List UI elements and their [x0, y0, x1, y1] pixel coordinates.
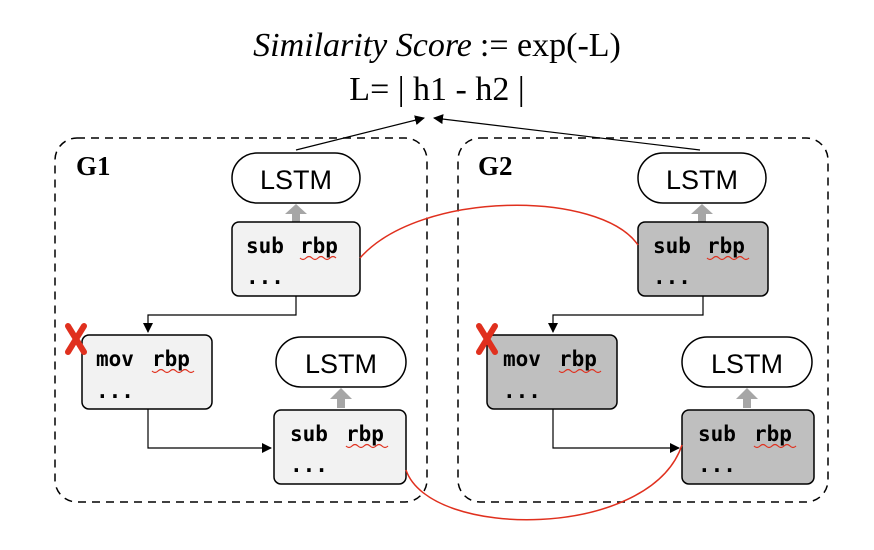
g2-block-top-arg: rbp [707, 234, 745, 258]
g2-block-right-arg: rbp [754, 422, 792, 446]
g1-block-left-op: mov [96, 347, 134, 371]
g1-lstm-bottom [275, 336, 407, 388]
g2-block-left-arg: rbp [559, 347, 597, 371]
g2-lstm-bottom [681, 336, 813, 388]
g2-block-top-squiggle [706, 255, 750, 261]
g1-block-right-op: sub [290, 422, 328, 446]
match-line-bottom [405, 444, 683, 521]
g1-block-right [273, 409, 407, 485]
g1-block-top-more: ... [246, 265, 284, 289]
g2-block-left-squiggle [558, 368, 602, 374]
g2-block-top-more: ... [653, 265, 691, 289]
g1-block-left [81, 334, 213, 410]
g2-block-top-op: sub [653, 234, 691, 258]
g1-block-right-squiggle [345, 443, 389, 449]
g2-lstm-top-label: LSTM [666, 165, 738, 195]
g2-block-right-squiggle [753, 443, 797, 449]
g1-block-left-squiggle [151, 368, 195, 374]
similarity-formula: Similarity Score:= exp(-L) [253, 27, 621, 64]
g1-edge-top-left [143, 296, 297, 333]
g1-to-loss-arrow [295, 115, 425, 151]
g1-block-top-squiggle [299, 255, 337, 261]
g2-label: G2 [478, 151, 513, 181]
g1-lstm-top-label: LSTM [260, 165, 332, 195]
g1-block-left-arg: rbp [152, 347, 190, 371]
g2-block-left-op: mov [503, 347, 541, 371]
g1-block-left-more: ... [96, 379, 134, 403]
g2-lstm-top [637, 152, 767, 204]
g2-container [457, 137, 829, 503]
g1-container [54, 137, 428, 503]
g2-lstm-bottom-label: LSTM [711, 349, 783, 379]
g2-block-left-more: ... [503, 379, 541, 403]
loss-formula: L= | h1 - h2 | [349, 71, 524, 108]
g2-up-arrow-bottom [736, 388, 758, 408]
g1-block-right-more: ... [290, 453, 328, 477]
g1-lstm-top [231, 152, 361, 204]
g2-up-arrow-top [691, 204, 713, 222]
g2-edge-left-right [552, 409, 680, 453]
g1-edge-left-right [147, 409, 272, 453]
g1-block-right-arg: rbp [346, 422, 384, 446]
g1-lstm-bottom-label: LSTM [305, 349, 377, 379]
g2-block-right-more: ... [698, 453, 736, 477]
g1-block-top-arg: rbp [300, 234, 338, 258]
g2-block-right-op: sub [698, 422, 736, 446]
g1-label: G1 [76, 151, 111, 181]
cross-mark-icon [65, 323, 87, 355]
g2-to-loss-arrow [433, 114, 701, 151]
g1-up-arrow-bottom [330, 388, 352, 408]
match-line-top [359, 204, 639, 259]
g1-up-arrow-top [285, 204, 307, 222]
g2-block-left [486, 334, 618, 410]
g2-edge-top-left [548, 296, 704, 333]
cross-mark-icon [476, 323, 498, 355]
g1-block-top-op: sub [246, 234, 284, 258]
